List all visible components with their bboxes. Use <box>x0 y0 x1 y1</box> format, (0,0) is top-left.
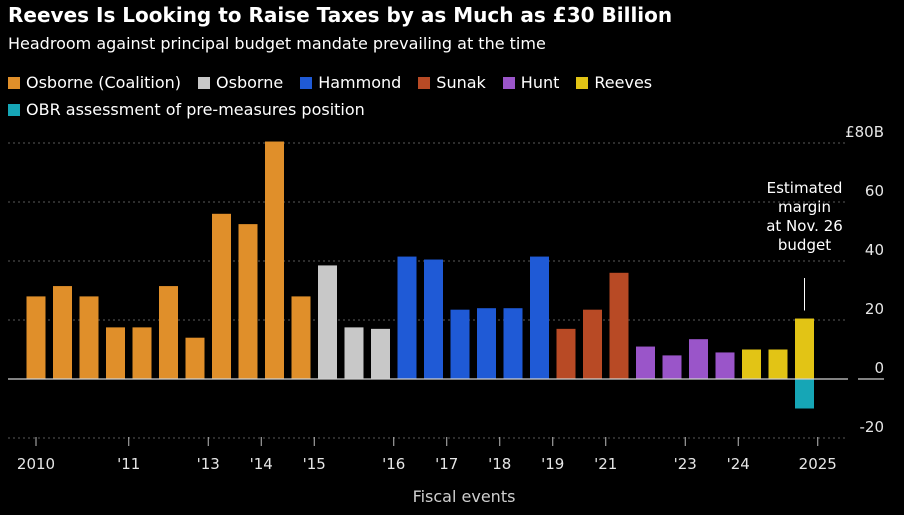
legend-swatch <box>8 76 20 89</box>
legend-label: Hunt <box>520 73 560 92</box>
y-tick-label: 60 <box>865 182 884 200</box>
y-tick-label: 20 <box>865 300 884 318</box>
x-tick-label: '17 <box>435 455 458 473</box>
bar <box>26 296 46 379</box>
legend-item-hammond: Hammond <box>300 69 401 96</box>
legend-item-obr-assessment: OBR assessment of pre-measures position <box>8 96 365 123</box>
x-tick-label: '14 <box>250 455 273 473</box>
bar <box>53 286 72 379</box>
bar <box>291 296 311 379</box>
bar <box>265 141 284 379</box>
bar <box>742 349 761 379</box>
chart-subtitle: Headroom against principal budget mandat… <box>8 34 546 53</box>
legend-label: Osborne <box>216 73 284 92</box>
bar <box>556 328 576 379</box>
bar <box>106 327 125 379</box>
legend-swatch <box>502 76 515 89</box>
bar <box>636 346 655 379</box>
legend-row: OBR assessment of pre-measures position <box>8 96 788 123</box>
bar <box>318 265 337 379</box>
bar <box>424 259 443 379</box>
legend-swatch <box>418 76 431 89</box>
legend-row: Osborne (Coalition) Osborne Hammond Suna… <box>8 69 788 96</box>
x-tick-label: '19 <box>541 455 564 473</box>
bar <box>530 256 549 379</box>
y-tick-label: -20 <box>860 418 885 436</box>
y-tick-label: £80B <box>845 123 884 141</box>
bar <box>238 224 258 379</box>
bar <box>583 309 602 379</box>
legend-label: Osborne (Coalition) <box>26 73 182 92</box>
bar <box>795 318 814 379</box>
chart-title: Reeves Is Looking to Raise Taxes by as M… <box>8 3 673 27</box>
legend-swatch <box>198 76 211 89</box>
legend-label: Reeves <box>594 73 653 92</box>
legend-label: Hammond <box>318 73 402 92</box>
x-tick-label: '18 <box>488 455 511 473</box>
bar <box>344 327 364 379</box>
annotation-text-line: Estimated <box>767 179 843 197</box>
bar <box>715 352 735 379</box>
bar <box>768 349 788 379</box>
legend-swatch <box>300 76 313 89</box>
annotation-text-line: budget <box>778 236 831 254</box>
bar <box>132 327 152 379</box>
bar <box>503 308 523 379</box>
bar <box>477 308 496 379</box>
legend-label: Sunak <box>436 73 486 92</box>
x-tick-label: '16 <box>382 455 405 473</box>
legend-item-hunt: Hunt <box>502 69 560 96</box>
legend-swatch <box>576 76 589 89</box>
y-tick-label: 40 <box>865 241 884 259</box>
bar <box>212 213 231 379</box>
x-axis: 2010 '11 '13 '14 '15 '16 '17 '18 '19 '21 '23 '24 202… <box>17 437 837 473</box>
bar <box>689 339 708 379</box>
bar <box>371 328 390 379</box>
bar <box>662 355 682 379</box>
annotation-text-line: margin <box>778 198 831 216</box>
x-tick-label: '21 <box>594 455 617 473</box>
bars <box>26 141 814 409</box>
bar <box>609 272 629 379</box>
x-tick-label: '23 <box>674 455 697 473</box>
legend-swatch <box>8 103 20 116</box>
x-tick-label: '13 <box>197 455 220 473</box>
legend-item-osborne: Osborne <box>198 69 283 96</box>
x-tick-label: '11 <box>117 455 140 473</box>
x-tick-label: '24 <box>727 455 750 473</box>
legend: Osborne (Coalition) Osborne Hammond Suna… <box>8 69 788 123</box>
x-axis-label: Fiscal events <box>413 487 516 506</box>
x-tick-label: '15 <box>303 455 326 473</box>
bar <box>79 296 99 379</box>
x-tick-label: 2025 <box>799 455 837 473</box>
annotation-text-line: at Nov. 26 <box>766 217 843 235</box>
legend-label: OBR assessment of pre-measures position <box>26 100 365 119</box>
x-tick-label: 2010 <box>17 455 55 473</box>
legend-item-sunak: Sunak <box>418 69 486 96</box>
bar <box>450 309 470 379</box>
legend-item-reeves: Reeves <box>576 69 652 96</box>
bar <box>159 286 178 379</box>
y-axis: £80B 60 40 20 0 -20 <box>845 123 884 436</box>
y-tick-label: 0 <box>874 359 884 377</box>
bar <box>397 256 417 379</box>
bar <box>795 379 814 409</box>
legend-item-osborne-coalition: Osborne (Coalition) <box>8 69 181 96</box>
bar <box>185 337 205 379</box>
